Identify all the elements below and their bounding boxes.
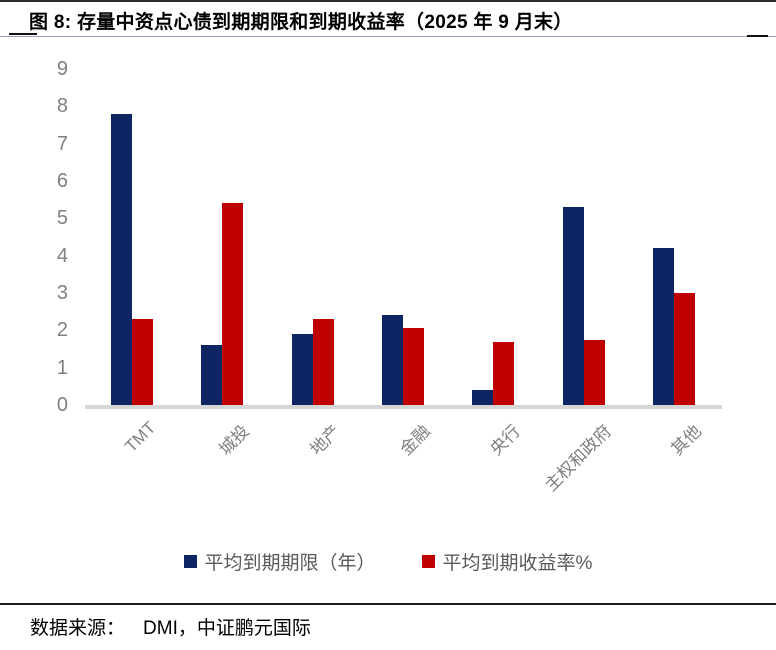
- y-axis-tick-label: 7: [56, 132, 68, 155]
- legend-swatch-icon: [183, 555, 197, 568]
- bar-maturity-金融: [381, 315, 403, 405]
- y-axis-tick-label: 8: [56, 95, 68, 118]
- bar-chart-plot: 0 1 2 3 4 5 6 7 8 9 TMT 城投 地产 金融 央行 主权和政府 其他: [56, 58, 722, 496]
- x-axis-label-央行: 央行: [486, 421, 525, 460]
- bar-yield-央行: [493, 341, 515, 405]
- y-axis-tick-label: 5: [56, 207, 68, 230]
- bar-maturity-城投: [201, 345, 223, 405]
- y-axis-tick-label: 1: [56, 356, 68, 379]
- footer-divider-line: [0, 603, 776, 605]
- chart-title: 图 8: 存量中资点心债到期期限和到期收益率（2025 年 9 月末）: [29, 12, 573, 33]
- y-axis-tick-label: 9: [56, 58, 68, 80]
- data-source-value: DMI，中证鹏元国际: [143, 618, 311, 639]
- bar-maturity-地产: [291, 334, 313, 405]
- bar-maturity-主权和政府: [562, 207, 584, 405]
- legend-item-maturity: 平均到期期限（年）: [183, 548, 376, 575]
- x-axis-label-TMT: TMT: [121, 418, 160, 457]
- bar-yield-金融: [402, 328, 424, 405]
- bar-yield-主权和政府: [583, 339, 605, 405]
- bar-maturity-其他: [652, 248, 674, 405]
- x-axis-label-金融: 金融: [396, 421, 434, 460]
- y-axis-tick-label: 4: [56, 244, 68, 267]
- chart-legend: 平均到期期限（年） 平均到期收益率%: [0, 548, 776, 575]
- bar-yield-地产: [312, 319, 334, 405]
- legend-swatch-icon: [421, 555, 435, 568]
- left-tick-mark: [9, 33, 37, 35]
- bar-yield-其他: [673, 293, 695, 405]
- x-axis-line: [85, 405, 722, 409]
- y-axis-tick-label: 2: [56, 319, 68, 342]
- legend-label: 平均到期期限（年）: [204, 553, 376, 574]
- bar-maturity-央行: [472, 390, 494, 405]
- x-axis-label-地产: 地产: [306, 421, 344, 460]
- data-source: 数据来源： DMI，中证鹏元国际: [30, 613, 311, 640]
- bar-maturity-TMT: [111, 113, 132, 405]
- y-axis-tick-label: 0: [56, 394, 68, 416]
- title-underline: [0, 36, 776, 37]
- bar-yield-TMT: [132, 319, 153, 405]
- bar-yield-城投: [222, 203, 244, 405]
- data-source-label: 数据来源：: [30, 618, 126, 639]
- top-border-line: [0, 0, 776, 2]
- x-axis-label-其他: 其他: [667, 421, 705, 460]
- legend-label: 平均到期收益率%: [442, 553, 593, 574]
- x-axis-label-城投: 城投: [215, 421, 254, 460]
- y-axis-tick-label: 6: [56, 170, 68, 192]
- x-axis-label-主权和政府: 主权和政府: [541, 421, 615, 496]
- legend-item-yield: 平均到期收益率%: [421, 548, 593, 575]
- right-tick-mark: [747, 35, 768, 37]
- y-axis-tick-label: 3: [56, 282, 68, 304]
